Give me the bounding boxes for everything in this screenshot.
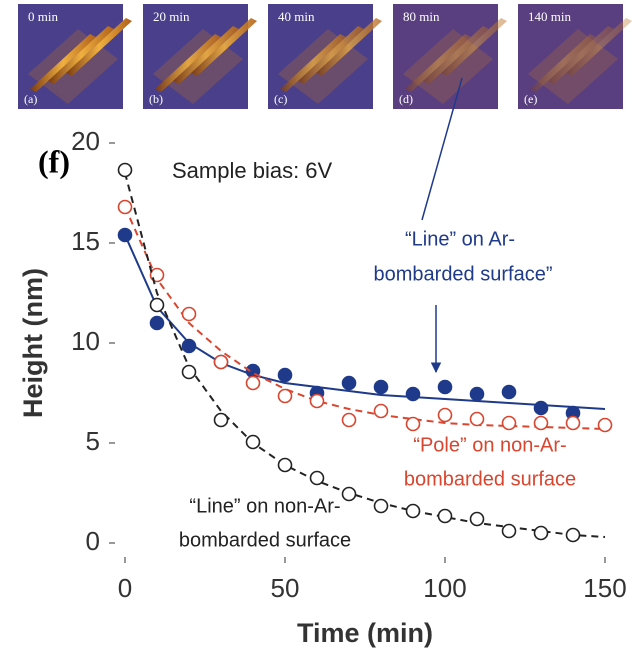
data-point	[437, 508, 453, 524]
inset-stripe	[298, 26, 364, 84]
data-point	[309, 470, 325, 486]
data-point	[245, 434, 261, 450]
data-point	[405, 416, 421, 432]
inset-stripe	[30, 34, 96, 92]
x-tick-label: 0	[118, 573, 132, 603]
data-point	[213, 412, 229, 428]
data-point	[597, 417, 613, 433]
inset-stripe	[441, 18, 507, 76]
series-label: “Pole” on non-Ar-	[413, 434, 566, 456]
inset-stripe	[48, 26, 114, 84]
data-point	[565, 415, 581, 431]
inset-stripe	[66, 18, 132, 76]
inset-stripe	[423, 26, 489, 84]
data-point	[501, 384, 517, 400]
y-tick-label: 15	[71, 226, 100, 256]
data-point	[181, 306, 197, 322]
series-label: bombarded surface	[179, 529, 351, 551]
data-point	[277, 457, 293, 473]
data-point	[533, 415, 549, 431]
inset-stripe	[405, 34, 471, 92]
data-point	[341, 375, 357, 391]
inset-time: 40 min	[278, 9, 315, 24]
fit-line	[124, 234, 606, 410]
inset-stripe	[173, 26, 239, 84]
data-point	[373, 403, 389, 419]
x-tick-label: 100	[423, 573, 466, 603]
data-point	[405, 503, 421, 519]
data-point	[469, 411, 485, 427]
inset-label: (d)	[399, 92, 413, 106]
fit-line	[124, 172, 606, 538]
data-point	[341, 412, 357, 428]
series-label: “Line” on Ar-	[405, 228, 515, 250]
data-point	[469, 511, 485, 527]
data-point	[117, 162, 133, 178]
y-tick-label: 5	[86, 426, 100, 456]
inset-stripe	[316, 18, 382, 76]
data-point	[501, 415, 517, 431]
y-tick-label: 20	[71, 126, 100, 156]
data-point	[181, 338, 197, 354]
data-point	[437, 407, 453, 423]
panel-label: (f)	[38, 143, 70, 179]
inset-stripe	[548, 26, 614, 84]
fit-line	[124, 206, 606, 430]
inset-time: 20 min	[153, 9, 190, 24]
data-point	[405, 386, 421, 402]
data-point	[181, 364, 197, 380]
data-point	[117, 227, 133, 243]
series-label: “Line” on non-Ar-	[189, 495, 340, 517]
series-label: bombarded surface	[404, 468, 576, 490]
data-point	[213, 354, 229, 370]
data-point	[309, 393, 325, 409]
y-tick-label: 0	[86, 526, 100, 556]
data-point	[149, 297, 165, 313]
x-tick-label: 150	[583, 573, 626, 603]
inset-label: (a)	[24, 92, 37, 106]
series-label: bombarded surface”	[374, 263, 553, 285]
data-point	[533, 400, 549, 416]
annotation: Sample bias: 6V	[172, 158, 333, 183]
data-point	[277, 367, 293, 383]
inset-time: 0 min	[28, 9, 58, 24]
data-point	[373, 498, 389, 514]
inset-stripe	[566, 18, 632, 76]
inset-label: (e)	[524, 92, 537, 106]
x-tick-label: 50	[271, 573, 300, 603]
inset-stripe	[530, 34, 596, 92]
data-point	[437, 379, 453, 395]
inset-stripe	[280, 34, 346, 92]
data-point	[565, 527, 581, 543]
inset-stripe	[191, 18, 257, 76]
data-point	[501, 523, 517, 539]
inset-time: 140 min	[528, 9, 571, 24]
data-point	[117, 199, 133, 215]
data-point	[277, 388, 293, 404]
data-point	[149, 315, 165, 331]
x-axis-label: Time (min)	[297, 618, 433, 648]
inset-time: 80 min	[403, 9, 440, 24]
data-point	[245, 375, 261, 391]
pointer-line	[421, 77, 463, 221]
insets: 0 min (a) 20 min (b) 40 min (c) 80 min (d) 140 m…	[18, 4, 632, 109]
data-point	[469, 386, 485, 402]
inset-stripe	[155, 34, 221, 92]
data-point	[533, 525, 549, 541]
plot: 0 5 10 15 20 0 50 100 150 “Line” on Ar-bombarded …	[71, 126, 627, 603]
data-point	[341, 486, 357, 502]
inset-label: (b)	[149, 92, 163, 106]
y-axis-label: Height (nm)	[18, 268, 48, 418]
data-point	[373, 379, 389, 395]
y-tick-label: 10	[71, 326, 100, 356]
inset-label: (c)	[274, 92, 287, 106]
